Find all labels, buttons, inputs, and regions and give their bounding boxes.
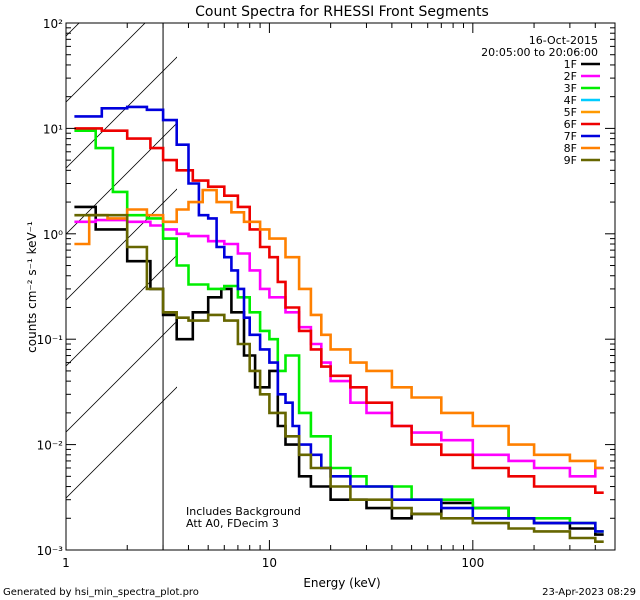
legend-label: 8F	[564, 142, 577, 155]
legend-label: 9F	[564, 154, 577, 167]
annotation-line: Includes Background	[186, 505, 301, 518]
y-tick-label: 10⁻¹	[37, 333, 64, 347]
x-tick-label: 10	[262, 556, 277, 570]
footer-timestamp: 23-Apr-2023 08:29	[542, 587, 636, 598]
y-tick-label: 10⁻²	[37, 439, 64, 453]
annotation-line: Att A0, FDecim 3	[186, 517, 279, 530]
legend-label: 2F	[564, 70, 577, 83]
legend-label: 4F	[564, 94, 577, 107]
plot-frame	[65, 22, 616, 551]
y-tick-label: 10²	[43, 17, 63, 31]
y-tick-label: 10¹	[43, 122, 63, 136]
series-line-3F	[74, 129, 604, 533]
x-axis-label: Energy (keV)	[303, 576, 380, 590]
chart-title: Count Spectra for RHESSI Front Segments	[195, 4, 489, 20]
legend-label: 5F	[564, 106, 577, 119]
y-tick-label: 10⁰	[43, 228, 63, 242]
legend-label: 7F	[564, 130, 577, 143]
y-axis-label: counts cm⁻² s⁻¹ keV⁻¹	[25, 221, 39, 353]
date-label: 16-Oct-2015	[529, 34, 598, 47]
attenuator-hatch-region	[66, 23, 177, 499]
legend-label: 3F	[564, 82, 577, 95]
x-tick-label: 1	[62, 556, 70, 570]
series-line-6F	[74, 127, 604, 494]
legend-label: 6F	[564, 118, 577, 131]
series-line-9F	[74, 213, 604, 543]
legend-label: 1F	[564, 58, 577, 71]
series-line-8F	[74, 188, 604, 470]
y-tick-label: 10⁻³	[37, 544, 64, 558]
footer-generator: Generated by hsi_min_spectra_plot.pro	[3, 587, 199, 598]
time-range-label: 20:05:00 to 20:06:00	[481, 46, 598, 59]
series-line-7F	[74, 105, 604, 533]
x-tick-label: 100	[461, 556, 484, 570]
